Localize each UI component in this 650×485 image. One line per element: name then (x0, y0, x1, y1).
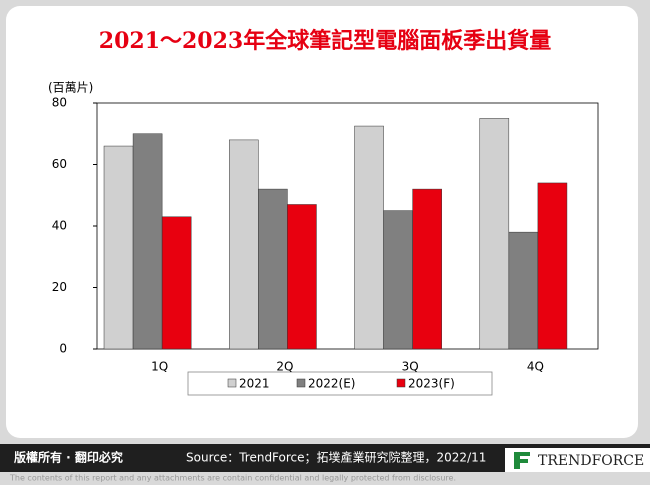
bar (161, 216, 192, 350)
chart-title: 2021～2023年全球筆記型電腦面板季出貨量 (99, 28, 551, 54)
bar (103, 145, 134, 350)
legend-label: 2023(F) (408, 377, 455, 391)
y-tick-label: 40 (52, 219, 67, 233)
legend-swatch (396, 378, 406, 388)
bar (412, 188, 442, 350)
bar (258, 188, 288, 350)
logo-text: TRENDFORCE (538, 453, 644, 469)
source: Source：TrendForce；拓墣產業研究院整理，2022/11 (186, 450, 486, 465)
bar (229, 139, 259, 350)
y-tick-label: 0 (59, 342, 67, 356)
bar (287, 204, 317, 350)
rights: 版權所有 · 翻印必究 (14, 450, 123, 465)
y-tick-label: 80 (52, 96, 67, 110)
x-tick-label: 4Q (527, 360, 544, 374)
bar (383, 210, 413, 350)
disclaimer: The contents of this report and any atta… (9, 474, 456, 483)
y-tick-label: 60 (52, 157, 67, 171)
bar (354, 125, 384, 350)
bar (508, 231, 539, 350)
y-axis-label: (百萬片) (48, 81, 93, 95)
logo-icon (514, 452, 530, 469)
x-tick-label: 1Q (151, 360, 168, 374)
legend-swatch (227, 378, 237, 388)
legend (187, 371, 493, 396)
legend-swatch (296, 378, 306, 388)
bar (537, 182, 568, 350)
x-tick-label: 2Q (276, 360, 293, 374)
x-tick-label: 3Q (402, 360, 419, 374)
legend-label: 2021 (239, 377, 270, 391)
y-tick-label: 20 (52, 280, 67, 294)
bar (132, 133, 163, 350)
legend-label: 2022(E) (308, 377, 355, 391)
bar (479, 118, 510, 350)
